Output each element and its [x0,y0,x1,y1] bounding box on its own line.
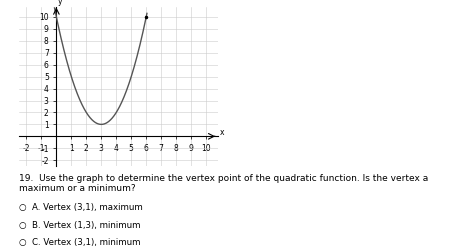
Text: 19.  Use the graph to determine the vertex point of the quadratic function. Is t: 19. Use the graph to determine the verte… [19,174,428,193]
Text: ○  A. Vertex (3,1), maximum: ○ A. Vertex (3,1), maximum [19,203,143,212]
Text: ○  B. Vertex (1,3), minimum: ○ B. Vertex (1,3), minimum [19,221,140,230]
Text: y: y [58,0,63,6]
Text: x: x [219,128,224,137]
Text: ○  C. Vertex (3,1), minimum: ○ C. Vertex (3,1), minimum [19,238,140,247]
